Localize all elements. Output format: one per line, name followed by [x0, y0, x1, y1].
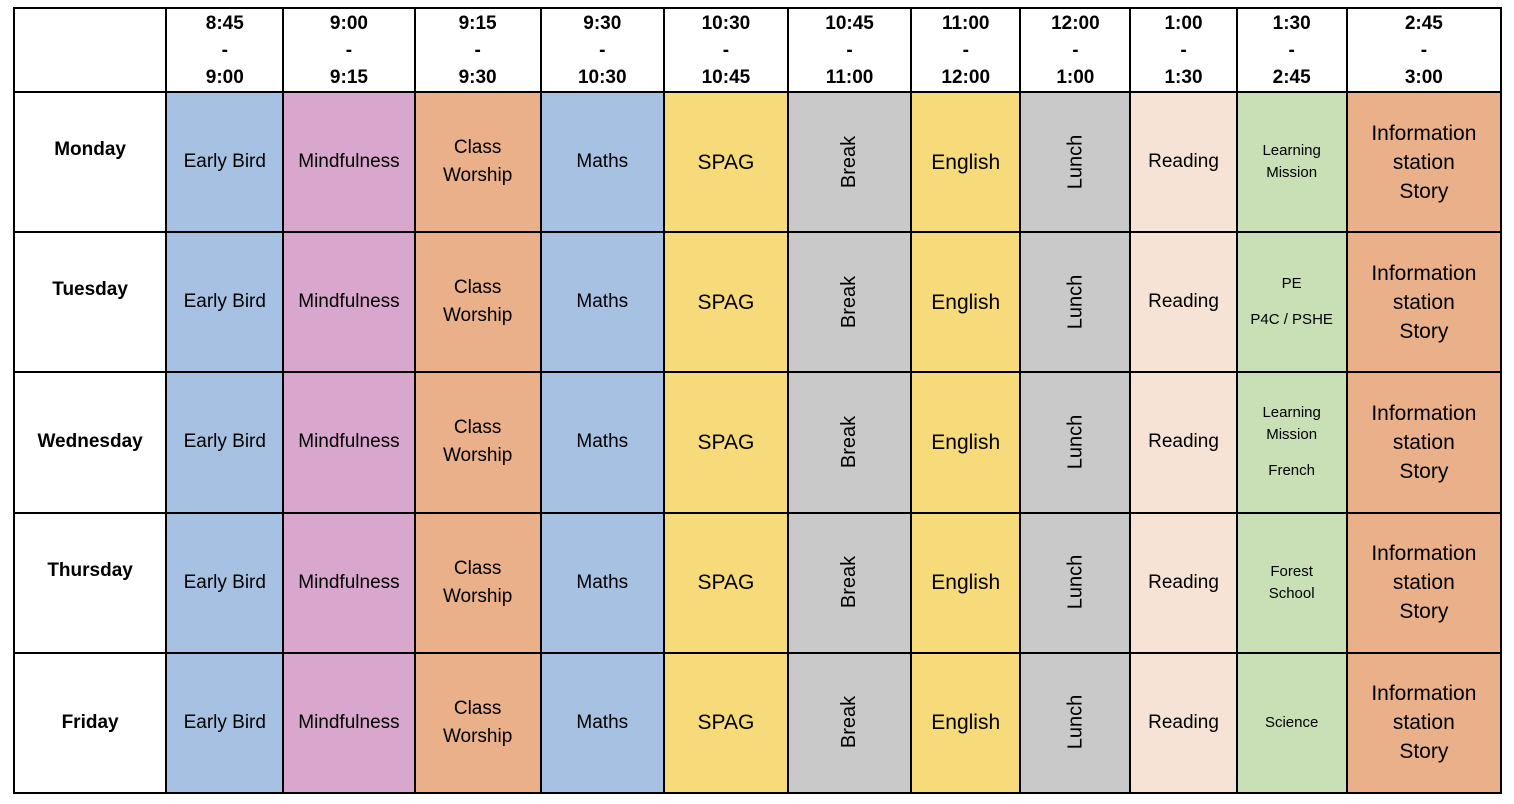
lunch-cell: Lunch: [1019, 90, 1132, 234]
reading-cell: Reading: [1129, 231, 1238, 374]
information-station-cell: Information station Story: [1345, 231, 1503, 374]
day-row-friday: Friday Early Bird Mindfulness Class Worsh…: [12, 651, 1503, 795]
lunch-cell: Lunch: [1019, 371, 1132, 514]
class-worship-cell: Class Worship: [413, 231, 542, 374]
reading-cell: Reading: [1129, 651, 1238, 795]
day-label: Thursday: [12, 511, 168, 654]
class-worship-cell: Class Worship: [413, 371, 542, 514]
day-row-tuesday: Tuesday Early Bird Mindfulness Class Wors…: [12, 231, 1503, 374]
reading-cell: Reading: [1129, 371, 1238, 514]
mindfulness-cell: Mindfulness: [282, 90, 416, 234]
header-row: 8:45-9:00 9:00-9:15 9:15-9:30 9:30-10:30…: [12, 7, 1503, 93]
reading-cell: Reading: [1129, 511, 1238, 654]
day-label: Wednesday: [12, 371, 168, 514]
break-cell: Break: [786, 90, 913, 234]
english-cell: English: [910, 90, 1022, 234]
lunch-cell: Lunch: [1019, 511, 1132, 654]
early-bird-cell: Early Bird: [165, 90, 285, 234]
day-row-wednesday: Wednesday Early Bird Mindfulness Class Wo…: [12, 371, 1503, 514]
early-bird-cell: Early Bird: [165, 511, 285, 654]
information-station-cell: Information station Story: [1345, 651, 1503, 795]
english-cell: English: [910, 371, 1022, 514]
afternoon-cell: PE P4C / PSHE: [1235, 231, 1348, 374]
mindfulness-cell: Mindfulness: [282, 231, 416, 374]
time-header: 1:30-2:45: [1235, 7, 1348, 93]
break-cell: Break: [786, 511, 913, 654]
time-header: 10:30-10:45: [662, 7, 790, 93]
class-worship-cell: Class Worship: [413, 90, 542, 234]
spag-cell: SPAG: [662, 651, 790, 795]
class-worship-cell: Class Worship: [413, 511, 542, 654]
reading-cell: Reading: [1129, 90, 1238, 234]
afternoon-cell: Learning Mission French: [1235, 371, 1348, 514]
english-cell: English: [910, 651, 1022, 795]
early-bird-cell: Early Bird: [165, 371, 285, 514]
break-cell: Break: [786, 651, 913, 795]
time-header: 10:45-11:00: [786, 7, 913, 93]
maths-cell: Maths: [539, 511, 665, 654]
maths-cell: Maths: [539, 371, 665, 514]
break-cell: Break: [786, 231, 913, 374]
information-station-cell: Information station Story: [1345, 90, 1503, 234]
mindfulness-cell: Mindfulness: [282, 371, 416, 514]
corner-cell: [12, 7, 168, 93]
spag-cell: SPAG: [662, 371, 790, 514]
maths-cell: Maths: [539, 651, 665, 795]
day-label: Monday: [12, 90, 168, 234]
spag-cell: SPAG: [662, 90, 790, 234]
information-station-cell: Information station Story: [1345, 511, 1503, 654]
afternoon-cell: Forest School: [1235, 511, 1348, 654]
maths-cell: Maths: [539, 90, 665, 234]
information-station-cell: Information station Story: [1345, 371, 1503, 514]
time-header: 11:00-12:00: [910, 7, 1022, 93]
mindfulness-cell: Mindfulness: [282, 651, 416, 795]
day-row-thursday: Thursday Early Bird Mindfulness Class Wor…: [12, 511, 1503, 654]
lunch-cell: Lunch: [1019, 231, 1132, 374]
time-header: 9:00-9:15: [282, 7, 416, 93]
english-cell: English: [910, 231, 1022, 374]
time-header: 12:00-1:00: [1019, 7, 1132, 93]
day-row-monday: Monday Early Bird Mindfulness Class Worsh…: [12, 90, 1503, 234]
time-header: 2:45-3:00: [1345, 7, 1503, 93]
english-cell: English: [910, 511, 1022, 654]
early-bird-cell: Early Bird: [165, 651, 285, 795]
class-worship-cell: Class Worship: [413, 651, 542, 795]
lunch-cell: Lunch: [1019, 651, 1132, 795]
afternoon-cell: Learning Mission: [1235, 90, 1348, 234]
time-header: 9:15-9:30: [413, 7, 542, 93]
time-header: 9:30-10:30: [539, 7, 665, 93]
time-header: 8:45-9:00: [165, 7, 285, 93]
mindfulness-cell: Mindfulness: [282, 511, 416, 654]
spag-cell: SPAG: [662, 231, 790, 374]
early-bird-cell: Early Bird: [165, 231, 285, 374]
spag-cell: SPAG: [662, 511, 790, 654]
afternoon-cell: Science: [1235, 651, 1348, 795]
maths-cell: Maths: [539, 231, 665, 374]
day-label: Tuesday: [12, 231, 168, 374]
break-cell: Break: [786, 371, 913, 514]
timetable: 8:45-9:00 9:00-9:15 9:15-9:30 9:30-10:30…: [12, 7, 1503, 795]
day-label: Friday: [12, 651, 168, 795]
time-header: 1:00-1:30: [1129, 7, 1238, 93]
